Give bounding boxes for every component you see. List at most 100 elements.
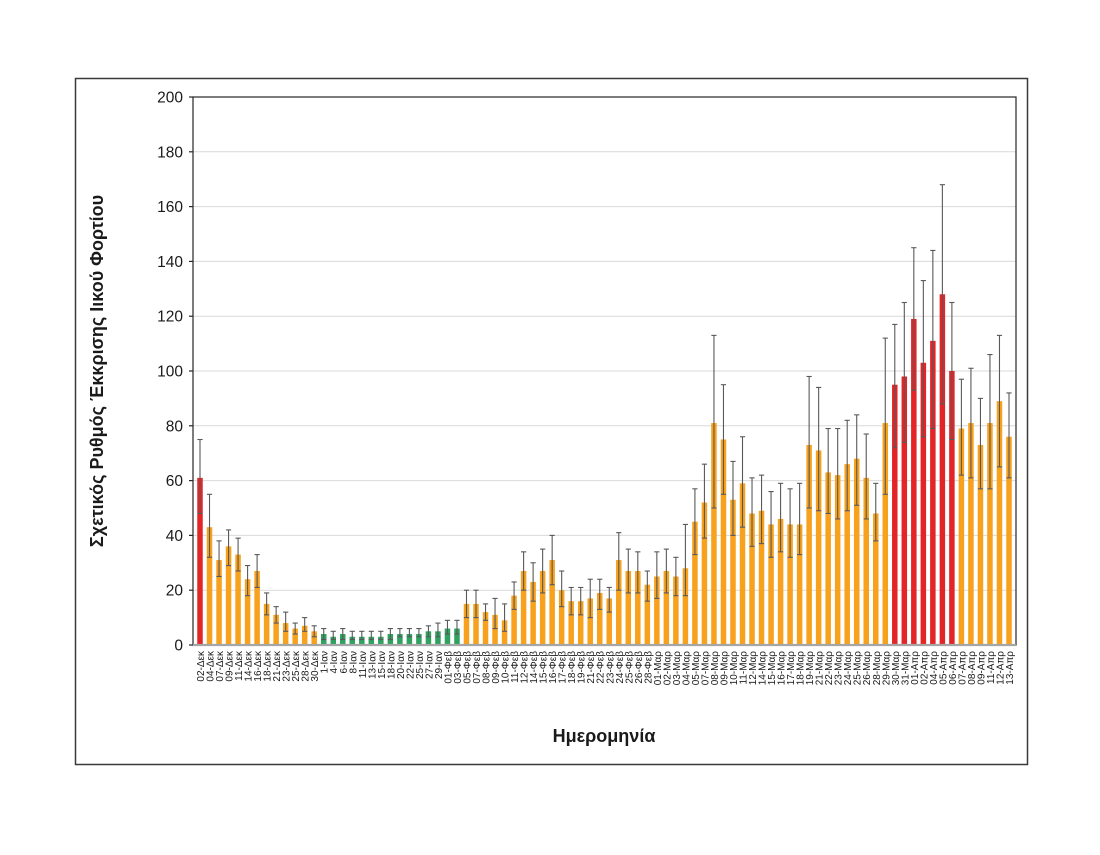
- x-tick-label: 07-Απρ: [957, 651, 968, 685]
- bar: [292, 628, 298, 645]
- x-tick-label: 23-Φεβ: [605, 651, 616, 684]
- bar: [635, 571, 641, 645]
- x-tick-label: 8-Ιαν: [348, 651, 359, 673]
- x-tick-label: 11-Ιαν: [358, 651, 369, 678]
- x-tick-label: 12-Μαρ: [748, 651, 759, 686]
- bar: [796, 524, 803, 645]
- bar: [739, 483, 746, 645]
- x-tick-label: 17-Μαρ: [786, 651, 797, 686]
- bar: [454, 628, 460, 645]
- bar: [692, 521, 698, 645]
- bar: [359, 636, 365, 645]
- bar: [616, 560, 622, 645]
- bar: [520, 571, 527, 645]
- bar: [730, 499, 736, 645]
- bar: [968, 423, 974, 645]
- bar: [530, 581, 536, 645]
- bar: [216, 560, 222, 645]
- x-tick-label: 22-Ιαν: [405, 651, 416, 679]
- x-tick-label: 14-Μαρ: [758, 651, 769, 686]
- bar: [197, 477, 203, 645]
- x-tick-label: 11-Δεκ: [234, 650, 245, 681]
- bar: [758, 510, 765, 645]
- bar: [301, 625, 308, 645]
- x-tick-label: 05-Απρ: [938, 651, 949, 685]
- bar: [235, 554, 241, 645]
- x-tick-label: 11-Απρ: [986, 651, 997, 684]
- y-axis-title: Σχετικός Ρυθμός Έκκρισης Ιικού Φορτίου: [87, 195, 107, 547]
- x-tick-label: 16-Φεβ: [548, 651, 559, 684]
- bar: [958, 428, 965, 645]
- bar: [368, 636, 375, 645]
- bar: [282, 623, 289, 645]
- bar: [444, 628, 451, 645]
- x-tick-label: 02-Δεκ: [196, 650, 207, 682]
- bar: [939, 294, 946, 645]
- bar: [501, 620, 508, 645]
- x-tick-label: 26-Φεβ: [634, 651, 645, 684]
- bar: [882, 423, 889, 645]
- x-tick-label: 24-Μαρ: [843, 651, 854, 686]
- y-tick-label: 140: [157, 254, 183, 271]
- bar: [711, 423, 717, 645]
- x-tick-label: 07-Δεκ: [215, 650, 226, 682]
- x-tick-label: 22-Μαρ: [824, 651, 835, 686]
- bar: [844, 464, 850, 645]
- x-tick-label: 1-Ιαν: [320, 651, 331, 673]
- y-tick-label: 120: [157, 309, 183, 326]
- x-tick-label: 20-Ιαν: [396, 651, 407, 679]
- bar: [911, 318, 917, 645]
- x-tick-label: 01-Μαρ: [653, 651, 664, 686]
- bar: [378, 636, 384, 645]
- bar: [397, 634, 403, 645]
- x-tick-label: 27-Ιαν: [424, 651, 435, 679]
- bar: [892, 384, 898, 645]
- x-tick-label: 07-Μαρ: [700, 651, 711, 686]
- x-tick-label: 31-Μαρ: [900, 651, 911, 686]
- bar: [853, 458, 860, 645]
- bar: [206, 527, 213, 645]
- x-axis-title: Ημερομηνία: [553, 726, 656, 746]
- x-tick-label: 10-Μαρ: [729, 651, 740, 686]
- x-tick-label: 16-Μαρ: [777, 651, 788, 686]
- bar: [901, 376, 908, 645]
- x-tick-label: 04-Απρ: [929, 651, 940, 685]
- x-tick-label: 04-Δεκ: [206, 650, 217, 682]
- x-tick-label: 21-Φεβ: [586, 651, 597, 684]
- x-tick-label: 02-Μαρ: [662, 651, 673, 686]
- x-tick-label: 18-Δεκ: [263, 650, 274, 682]
- bar: [577, 601, 584, 645]
- bar: [606, 598, 613, 645]
- x-tick-label: 08-Απρ: [967, 651, 978, 685]
- bar: [825, 472, 831, 645]
- x-tick-label: 09-Μαρ: [719, 651, 730, 686]
- x-tick-label: 12-Φεβ: [520, 651, 531, 684]
- y-tick-label: 160: [157, 199, 183, 216]
- x-tick-label: 18-Μαρ: [796, 651, 807, 686]
- bar: [482, 612, 489, 645]
- x-tick-label: 29-Ιαν: [434, 651, 445, 679]
- bar: [673, 576, 679, 645]
- bar: [930, 340, 936, 645]
- bar: [977, 444, 984, 645]
- bar: [720, 439, 727, 645]
- y-axis-tick-labels: 0 20 40 60 80 100 120 140 160 180 200: [157, 90, 193, 655]
- y-tick-label: 40: [166, 528, 184, 545]
- x-tick-label: 21-Μαρ: [815, 651, 826, 686]
- bar: [834, 475, 841, 645]
- x-tick-label: 09-Φεβ: [491, 651, 502, 684]
- bar: [596, 592, 603, 645]
- bar: [863, 477, 869, 645]
- x-tick-label: 6-Ιαν: [339, 651, 350, 673]
- x-tick-label: 09-Δεκ: [225, 650, 236, 682]
- bar: [511, 595, 517, 645]
- bar: [539, 571, 546, 645]
- bar: [625, 571, 632, 645]
- x-tick-label: 07-Φεβ: [472, 651, 483, 684]
- x-tick-label: 21-Δεκ: [272, 650, 283, 682]
- x-tick-label: 28-Φεβ: [643, 651, 654, 684]
- bar: [254, 571, 260, 645]
- x-tick-label: 18-Ιαν: [386, 651, 397, 679]
- x-tick-label: 02-Απρ: [919, 651, 930, 685]
